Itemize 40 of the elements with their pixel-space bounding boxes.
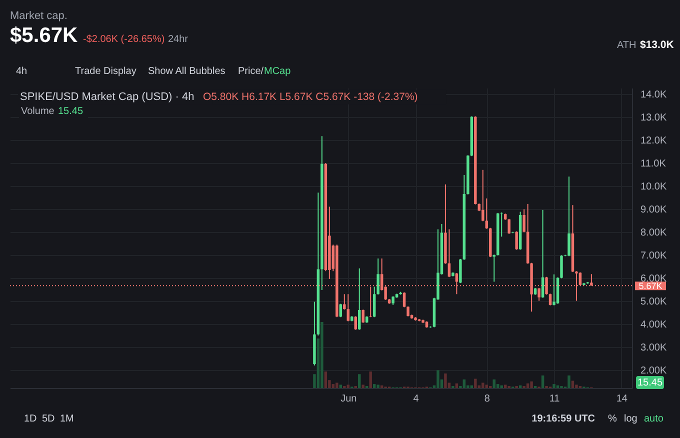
text: 24hr (168, 34, 189, 45)
text: $13.0K (640, 39, 674, 51)
y-tick-label: 14.0K (640, 89, 667, 100)
y-tick-label: 9.00K (640, 204, 667, 216)
x-tick-label: 4 (413, 394, 420, 404)
text: auto (644, 414, 664, 424)
y-tick-label: 13.0K (640, 112, 667, 124)
text: $5.67K (10, 24, 78, 47)
text: log (624, 414, 638, 424)
text: -$2.06K (-26.65%) (83, 34, 165, 45)
text: 1D (24, 414, 37, 424)
x-tick-label: 8 (484, 394, 490, 404)
text: % (608, 414, 617, 424)
x-tick-label: Jun (340, 394, 357, 404)
text: 19:16:59 UTC (532, 414, 595, 424)
text: ATH (617, 40, 636, 51)
text: Price/ (238, 66, 264, 77)
text: 1M (60, 414, 74, 424)
chart-subtitle: O5.80K H6.17K L5.67K C5.67K -138 (-2.37%) (203, 91, 418, 103)
text: MCap (264, 66, 292, 77)
y-tick-label: 4.00K (640, 320, 667, 331)
y-tick-label: 11.0K (640, 158, 666, 170)
text: 15.45 (637, 378, 663, 388)
text: 5D (42, 414, 55, 424)
y-tick-label: 5.00K (640, 296, 667, 308)
y-tick-label: 3.00K (640, 342, 667, 354)
y-tick-label: 2.00K (640, 366, 667, 377)
y-tick-label: 10.0K (640, 182, 667, 193)
x-tick-label: 11 (549, 394, 560, 404)
text: Show All Bubbles (148, 66, 226, 77)
y-tick-label: 7.00K (640, 250, 667, 262)
text: Market cap. (10, 10, 68, 22)
y-tick-label: 12.0K (640, 135, 667, 146)
text: SPIKE/USD Market Cap (USD) · 4h (20, 91, 194, 103)
text: 15.45 (58, 106, 84, 117)
text: Volume (21, 106, 55, 117)
text: 4h (16, 66, 28, 77)
text: Trade Display (75, 66, 136, 77)
y-tick-label: 8.00K (640, 228, 667, 239)
x-tick-label: 14 (616, 394, 628, 404)
